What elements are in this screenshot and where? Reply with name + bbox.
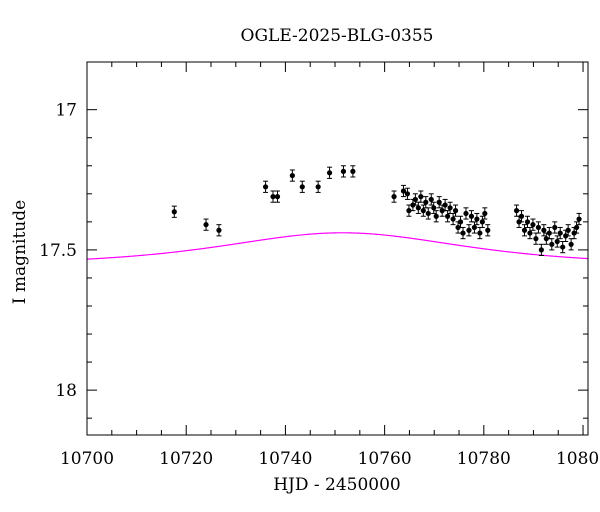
data-point	[518, 213, 525, 219]
x-tick-label: 10740	[258, 449, 312, 469]
data-point	[315, 184, 321, 190]
data-point	[538, 247, 544, 253]
data-point	[415, 205, 421, 211]
data-point	[460, 230, 466, 236]
data-point	[576, 216, 582, 222]
data-point	[485, 227, 491, 233]
y-axis-label: I magnitude	[10, 200, 30, 304]
data-point	[533, 236, 539, 242]
data-point	[463, 210, 469, 217]
data-point	[543, 236, 549, 242]
plot-area: 10700 10720 10740 10760 10780 10800 17 17.5 18	[39, 62, 600, 469]
data-point	[447, 205, 453, 211]
data-point	[428, 196, 434, 203]
data-point	[425, 210, 431, 217]
chart-title: OGLE-2025-BLG-0355	[241, 26, 434, 46]
data-point	[340, 168, 347, 174]
x-tick-label: 10700	[60, 449, 114, 469]
data-point	[573, 224, 580, 231]
data-point	[479, 219, 485, 225]
data-point	[568, 241, 574, 247]
data-point	[549, 241, 555, 247]
data-point	[452, 208, 459, 214]
x-tick-label: 10780	[457, 449, 511, 469]
data-point	[423, 199, 429, 205]
data-point	[445, 213, 451, 219]
y-tick-label: 18	[55, 381, 77, 401]
data-point	[420, 208, 426, 214]
data-point	[431, 205, 437, 211]
model-curve	[86, 232, 589, 260]
data-point	[554, 238, 560, 245]
data-point	[171, 209, 177, 215]
data-point	[216, 227, 222, 233]
data-point	[418, 194, 424, 200]
y-tick-label: 17.5	[39, 241, 77, 261]
data-point	[404, 191, 411, 197]
y-tick-label: 17	[55, 101, 77, 121]
data-point	[450, 216, 456, 222]
data-point	[513, 208, 520, 214]
data-point	[400, 188, 407, 194]
data-point	[565, 227, 571, 233]
data-point	[433, 213, 439, 219]
x-tick-label: 10720	[159, 449, 213, 469]
data-point	[521, 227, 528, 233]
x-tick-label: 10800	[556, 449, 600, 469]
x-tick-label: 10760	[358, 449, 412, 469]
data-point	[274, 194, 281, 200]
plot-frame	[86, 61, 589, 436]
data-point	[406, 208, 412, 214]
data-point	[436, 199, 442, 205]
data-point	[468, 213, 475, 219]
data-point	[557, 230, 563, 236]
data-point	[546, 230, 552, 236]
data-point	[524, 219, 531, 225]
data-point	[203, 222, 209, 228]
data-point	[527, 230, 533, 236]
data-point	[262, 184, 269, 190]
x-axis-label: HJD - 2450000	[273, 475, 401, 495]
data-point	[439, 208, 445, 214]
data-point	[289, 172, 295, 179]
data-point	[412, 196, 418, 203]
data-point	[560, 244, 566, 250]
data-point	[530, 222, 536, 228]
data-point	[299, 184, 305, 190]
data-point	[457, 219, 464, 225]
data-point	[477, 230, 483, 236]
data-point	[270, 194, 276, 200]
data-point	[552, 224, 558, 231]
data-point	[466, 227, 472, 233]
data-point	[541, 227, 547, 233]
data-point	[391, 194, 397, 200]
data-point	[350, 168, 356, 174]
data-point	[326, 170, 333, 176]
data-point	[471, 224, 478, 231]
data-point	[535, 224, 541, 231]
data-point	[442, 202, 448, 208]
data-point	[474, 216, 480, 222]
data-point	[482, 210, 488, 217]
